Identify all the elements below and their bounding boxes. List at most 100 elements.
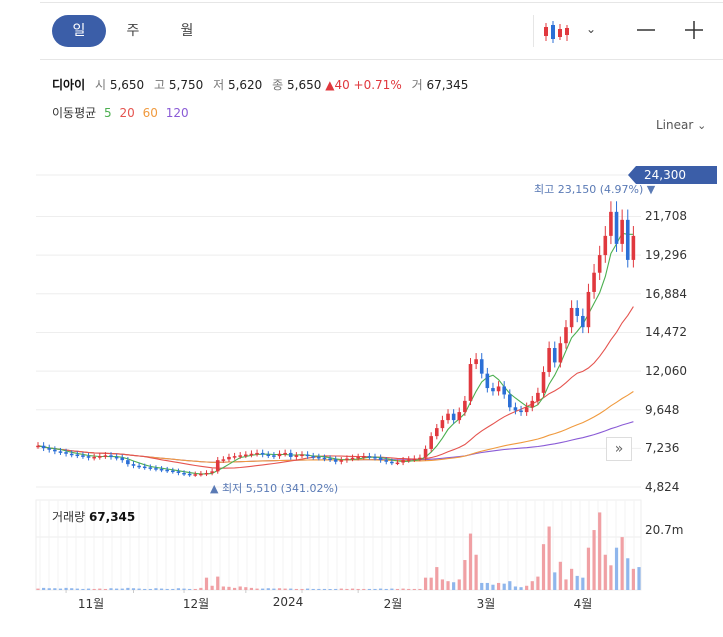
candle [283, 452, 287, 455]
scroll-latest-button[interactable]: » [606, 437, 632, 461]
scale-selector[interactable]: Linear ⌄ [656, 118, 706, 132]
candle [311, 456, 316, 458]
candle [142, 466, 147, 469]
volume-bar [103, 588, 108, 590]
candle [491, 388, 495, 392]
volume-bar [109, 588, 113, 590]
plus-icon [685, 21, 703, 39]
volume-bar [154, 588, 158, 590]
x-tick-label: 2024 [272, 595, 304, 609]
volume-bar [176, 588, 181, 590]
volume-bar [47, 588, 51, 590]
y-tick-label: 21,708 [645, 209, 687, 223]
volume-bar [221, 586, 225, 590]
volume-bar [379, 588, 383, 590]
x-tick-label: 2월 [383, 597, 403, 611]
open-value: 5,650 [109, 78, 145, 92]
volume-bar [407, 588, 411, 590]
zoom-in-button[interactable] [680, 13, 708, 49]
period-tabs: 일 주 월 [52, 15, 214, 47]
candle [159, 468, 164, 471]
volume-bar [317, 588, 321, 590]
volume-bar [322, 588, 327, 590]
candle [603, 235, 608, 256]
chart-type-selector[interactable]: ⌄ [533, 15, 604, 47]
candle [58, 451, 63, 453]
candle [429, 436, 433, 449]
volume-bar [249, 587, 254, 590]
zoom-out-button[interactable] [632, 13, 660, 49]
candlestick-icon [544, 21, 569, 43]
candle [86, 456, 91, 458]
candle [474, 359, 478, 365]
candle [69, 453, 74, 456]
volume-bar [423, 577, 428, 590]
volume-bar [311, 588, 315, 590]
volume-bar [204, 577, 209, 590]
high-value: 5,750 [168, 78, 204, 92]
volume-bar [553, 572, 557, 590]
candle [322, 457, 327, 460]
volume-bar [266, 588, 270, 590]
y-tick-label: 4,824 [645, 480, 680, 494]
x-tick-label: 4월 [573, 597, 593, 611]
candle [103, 455, 108, 457]
candle [75, 454, 80, 457]
volume-bar [300, 588, 304, 590]
volume-bar [193, 588, 197, 590]
candle [609, 211, 613, 236]
volume-bar [626, 558, 630, 590]
candle [519, 410, 523, 413]
volume-bar [255, 588, 259, 590]
volume-bar [569, 568, 574, 590]
scale-label: Linear [656, 118, 694, 132]
moving-average-legend[interactable]: 이동평균 5 20 60 120 [52, 104, 193, 121]
volume-bar [547, 526, 551, 590]
candle [53, 449, 57, 452]
candle [457, 412, 462, 421]
volume-bar [367, 588, 371, 590]
candle [361, 456, 366, 458]
chevron-down-icon: ⌄ [586, 22, 597, 36]
y-tick-label: 7,236 [645, 441, 680, 455]
candle [131, 464, 136, 466]
volume-bar [131, 588, 136, 590]
volume-bar [362, 588, 366, 590]
candle [479, 359, 484, 374]
volume-bar [412, 588, 416, 590]
volume-bar [558, 561, 562, 590]
candle [288, 452, 293, 457]
candle [64, 452, 68, 454]
candle [502, 386, 506, 395]
volume-bar [120, 588, 124, 590]
x-tick-label: 12월 [182, 597, 210, 611]
volume-bar [261, 588, 265, 590]
volume-bar [86, 588, 91, 590]
ma-60: 60 [142, 106, 158, 120]
candle [496, 386, 501, 392]
candle [339, 460, 344, 462]
volume-panel-title: 거래량 [52, 510, 86, 524]
candle [221, 459, 226, 461]
candle [114, 456, 119, 459]
volume-bar [435, 567, 439, 590]
candle [81, 455, 85, 457]
candle [41, 445, 46, 449]
candle [109, 455, 113, 457]
ohlc-summary: 디아이 시 5,650 고 5,750 저 5,620 종 5,650 ▲40 … [52, 76, 468, 93]
tab-week[interactable]: 주 [126, 23, 140, 39]
candle [215, 460, 220, 472]
tab-day[interactable]: 일 [52, 15, 106, 47]
candle [418, 457, 422, 460]
candle [182, 472, 186, 475]
volume-bar [171, 588, 175, 590]
volume-bar [75, 588, 79, 590]
candle [238, 455, 243, 457]
candle [266, 454, 271, 457]
volume-bar [457, 579, 461, 590]
tab-month[interactable]: 월 [180, 23, 194, 39]
stock-name: 디아이 [52, 78, 86, 92]
volume-bar [159, 588, 164, 590]
volume-bar [581, 577, 585, 590]
